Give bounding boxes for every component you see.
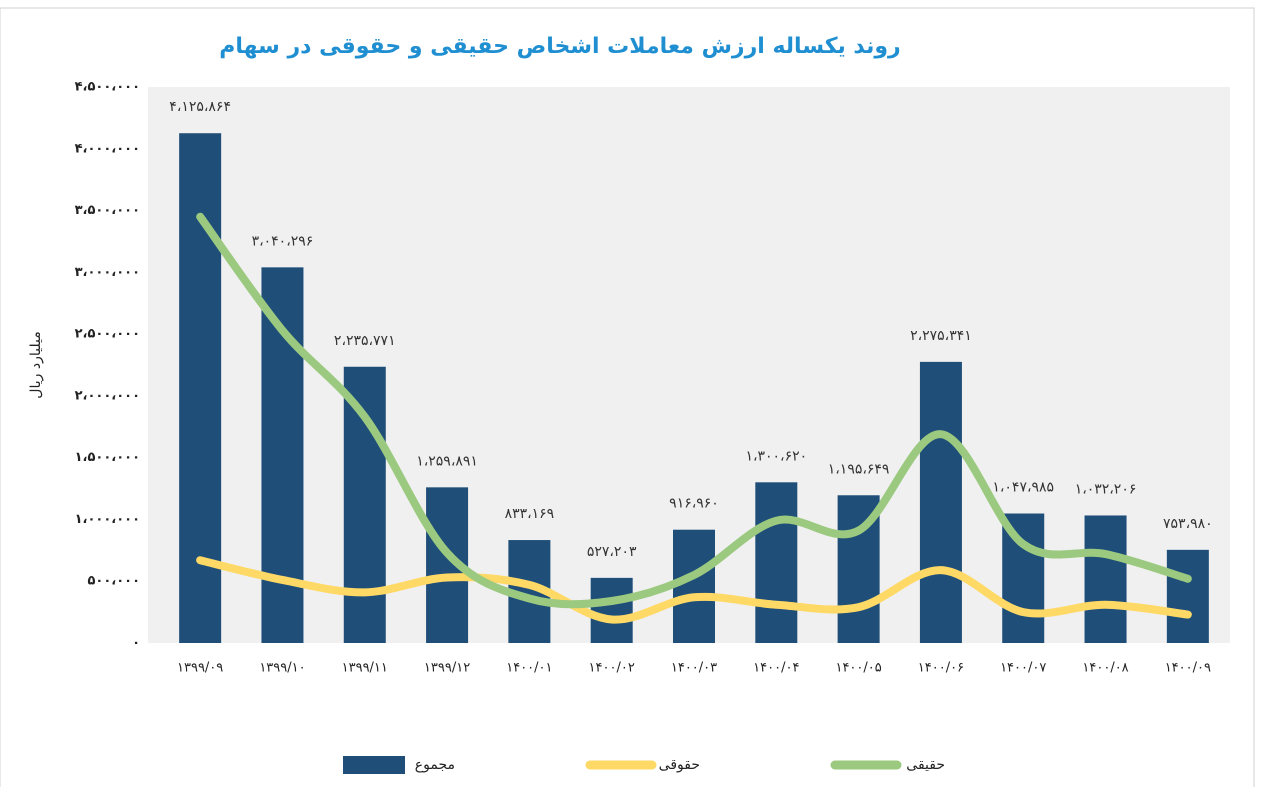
data-label: ۹۱۶،۹۶۰ (669, 496, 719, 512)
x-tick-label: ۱۴۰۰/۰۷ (1000, 661, 1046, 676)
x-tick-label: ۱۳۹۹/۰۹ (177, 661, 223, 676)
x-tick-label: ۱۴۰۰/۰۹ (1165, 661, 1211, 676)
x-tick-label: ۱۳۹۹/۱۱ (342, 661, 388, 676)
y-tick-label: ۵۰۰،۰۰۰ (87, 574, 140, 589)
data-label: ۴،۱۲۵،۸۶۴ (169, 99, 231, 115)
data-label: ۱،۱۹۵،۶۴۹ (828, 461, 890, 477)
chart-title: روند یکساله ارزش معاملات اشخاص حقیقی و ح… (219, 34, 900, 59)
bar (1166, 549, 1209, 643)
bar (673, 529, 715, 643)
x-tick-label: ۱۴۰۰/۰۵ (835, 661, 881, 676)
data-label: ۱،۲۵۹،۸۹۱ (416, 453, 478, 469)
y-tick-label: ۴،۰۰۰،۰۰۰ (75, 141, 140, 156)
x-tick-label: ۱۳۹۹/۱۰ (259, 661, 305, 676)
data-label: ۷۵۳،۹۸۰ (1163, 516, 1213, 532)
y-tick-label: ۳،۵۰۰،۰۰۰ (75, 203, 140, 218)
line (196, 212, 1192, 609)
x-tick-label: ۱۳۹۹/۱۲ (424, 661, 470, 676)
y-tick-label: ۰ (132, 636, 140, 651)
data-label: ۲،۲۳۵،۷۷۱ (334, 333, 396, 349)
y-tick-label: ۲،۰۰۰،۰۰۰ (75, 388, 140, 403)
legend-swatch (343, 756, 405, 774)
data-label: ۲،۲۷۵،۳۴۱ (910, 328, 972, 344)
x-tick-label: ۱۴۰۰/۰۳ (671, 661, 717, 676)
x-tick-label: ۱۴۰۰/۰۱ (506, 661, 552, 676)
legend-label: حقیقی (906, 757, 945, 773)
bar (1084, 515, 1127, 643)
y-tick-label: ۴،۵۰۰،۰۰۰ (75, 80, 140, 95)
data-label: ۵۲۷،۲۰۳ (587, 544, 637, 560)
frame (0, 7, 1255, 787)
x-tick-label: ۱۴۰۰/۰۸ (1082, 661, 1128, 676)
bar (343, 366, 386, 643)
bar (919, 361, 962, 643)
x-tick-label: ۱۴۰۰/۰۶ (918, 661, 964, 676)
legend-label: مجموع (415, 757, 455, 773)
y-tick-label: ۳،۰۰۰،۰۰۰ (75, 265, 140, 280)
bar (590, 577, 633, 643)
x-tick-label: ۱۴۰۰/۰۴ (753, 661, 799, 676)
y-axis-label: میلیارد ریال (28, 331, 44, 398)
line (196, 556, 1192, 624)
data-label: ۱،۰۳۲،۲۰۶ (1075, 481, 1137, 497)
data-label: ۱،۰۴۷،۹۸۵ (992, 480, 1054, 496)
legend-label: حقوقی (659, 757, 700, 773)
x-tick-label: ۱۴۰۰/۰۲ (589, 661, 635, 676)
y-tick-label: ۱،۰۰۰،۰۰۰ (75, 512, 140, 527)
data-label: ۱،۳۰۰،۶۲۰ (745, 448, 807, 464)
data-label: ۸۳۳،۱۶۹ (505, 506, 555, 522)
bar (755, 482, 798, 643)
data-label: ۳،۰۴۰،۲۹۶ (252, 233, 314, 249)
y-tick-label: ۲،۵۰۰،۰۰۰ (75, 327, 140, 342)
y-tick-label: ۱،۵۰۰،۰۰۰ (75, 450, 140, 465)
